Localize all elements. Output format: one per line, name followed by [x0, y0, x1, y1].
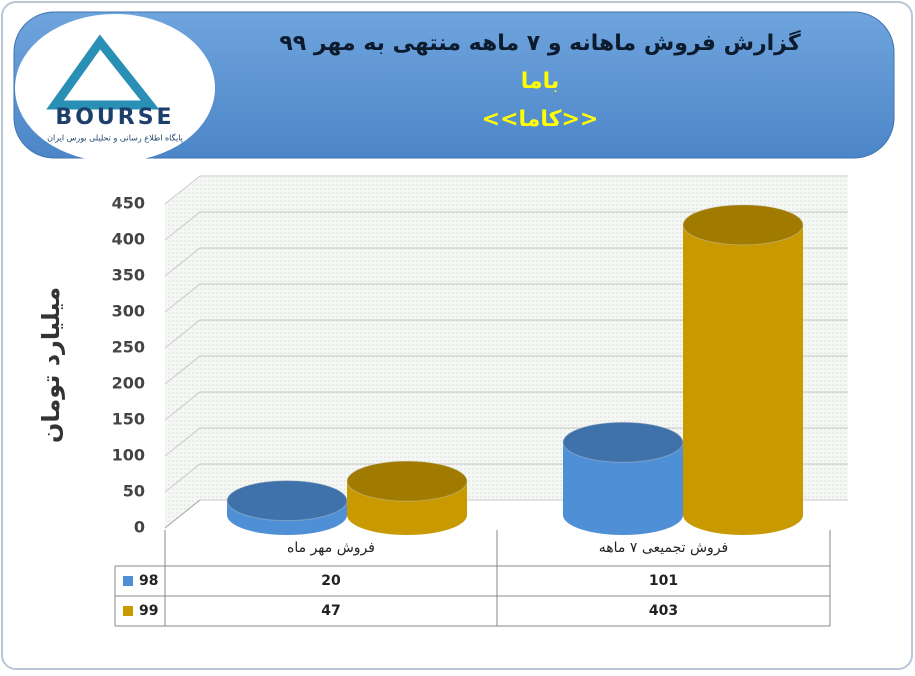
grid-line: [164, 175, 848, 205]
axis: [164, 499, 201, 529]
legend-label: 99: [139, 603, 158, 619]
y-tick-label: 300: [112, 302, 145, 321]
legend-swatch: [123, 576, 133, 586]
y-tick-label: 150: [112, 410, 145, 429]
logo-shape: [46, 34, 160, 110]
y-tick-label: 350: [112, 266, 145, 285]
y-tick-label: 450: [112, 194, 145, 213]
bar: [683, 224, 803, 515]
subtitle: <<کاما>>: [482, 107, 599, 132]
y-tick-label: 250: [112, 338, 145, 357]
y-axis-label: میلیارد تومان: [37, 287, 65, 443]
legend-swatch: [123, 606, 133, 616]
legend-label: 98: [139, 573, 158, 589]
table-value: 20: [321, 573, 341, 589]
grid-line: [164, 355, 848, 385]
y-tick-label: 50: [123, 482, 145, 501]
y-tick-label: 400: [112, 230, 145, 249]
logo-text: BOURSE: [55, 105, 174, 130]
bar-top: [682, 204, 804, 246]
y-tick-label: 200: [112, 374, 145, 393]
table-value: 101: [649, 573, 678, 589]
logo-bg: [15, 14, 215, 162]
grid-line: [164, 283, 848, 313]
header: [13, 11, 895, 159]
grid-line: [164, 319, 848, 349]
bar-top: [562, 421, 684, 463]
grid-line: [164, 391, 848, 421]
table-value: 47: [321, 603, 340, 619]
grid-line: [164, 247, 848, 277]
bar-top: [226, 480, 348, 522]
table-value: 403: [649, 603, 678, 619]
logo-caption: پایگاه اطلاع رسانی و تحلیلی بورس ایران: [47, 133, 183, 143]
grid-line: [164, 211, 848, 241]
bar-top: [346, 460, 468, 502]
chart-title: گزارش فروش ماهانه و ۷ ماهه منتهی به مهر …: [279, 29, 801, 56]
x-tick-label: فروش تجمیعی ۷ ماهه: [599, 540, 728, 556]
x-tick-label: فروش مهر ماه: [287, 540, 375, 556]
subtitle: باما: [521, 69, 559, 94]
y-tick-label: 100: [112, 446, 145, 465]
y-tick-label: 0: [134, 518, 145, 537]
